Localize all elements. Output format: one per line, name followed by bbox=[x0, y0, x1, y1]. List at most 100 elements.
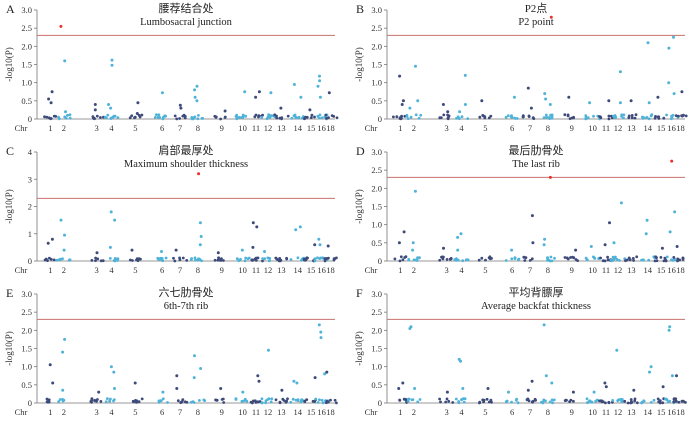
data-point bbox=[649, 401, 653, 404]
chr-tick-label: 9 bbox=[220, 265, 224, 275]
data-point bbox=[112, 399, 115, 403]
chr-tick-label: 1 bbox=[48, 123, 52, 133]
y-tick-label: 1.5 bbox=[21, 60, 32, 70]
data-point bbox=[244, 114, 248, 118]
data-point bbox=[480, 256, 484, 260]
data-point bbox=[608, 221, 611, 225]
data-point bbox=[510, 114, 513, 118]
data-point bbox=[250, 401, 254, 405]
data-point bbox=[644, 232, 648, 236]
data-point bbox=[269, 400, 273, 404]
data-point bbox=[510, 248, 514, 252]
data-point bbox=[264, 399, 268, 403]
data-point bbox=[504, 115, 508, 119]
chr-tick-label: 4 bbox=[109, 123, 114, 133]
data-point bbox=[45, 397, 49, 401]
y-tick-label: 0.5 bbox=[21, 380, 32, 390]
panel-letter: A bbox=[6, 2, 15, 16]
panel-a: A 腰荐结合处 Lumbosacral junction 0 0.5 1.0 1.5 2.0 2… bbox=[4, 1, 339, 133]
chr-tick-label: 4 bbox=[459, 265, 464, 275]
data-point bbox=[618, 70, 622, 74]
data-point bbox=[408, 327, 412, 330]
data-point bbox=[515, 397, 519, 401]
data-point bbox=[286, 397, 289, 401]
data-point bbox=[463, 73, 467, 77]
data-point bbox=[63, 59, 67, 63]
data-point bbox=[223, 109, 227, 113]
data-point bbox=[457, 117, 461, 120]
data-point bbox=[486, 387, 490, 390]
data-point bbox=[604, 385, 608, 389]
data-point bbox=[398, 117, 402, 120]
data-point bbox=[393, 257, 397, 261]
y-axis-label: -log10(P) bbox=[4, 331, 14, 366]
data-point bbox=[611, 255, 615, 259]
data-point bbox=[319, 330, 323, 334]
chr-tick-label: 5 bbox=[483, 123, 487, 133]
data-point bbox=[51, 381, 55, 385]
data-point bbox=[619, 398, 623, 401]
data-point bbox=[414, 64, 417, 68]
data-point bbox=[542, 323, 546, 327]
data-point bbox=[604, 401, 607, 405]
data-point bbox=[108, 399, 111, 403]
chr-tick-label: 1 bbox=[398, 123, 402, 133]
data-point bbox=[281, 397, 285, 401]
data-point bbox=[592, 114, 595, 118]
data-point bbox=[544, 374, 548, 378]
data-point bbox=[617, 259, 621, 262]
data-point bbox=[530, 214, 534, 218]
panel-title-en: 6th-7th rib bbox=[164, 301, 209, 312]
data-point bbox=[656, 397, 660, 401]
data-point bbox=[454, 397, 458, 401]
data-point bbox=[214, 115, 218, 119]
data-point bbox=[313, 257, 317, 261]
data-point bbox=[335, 256, 338, 260]
chr-tick-label: 14 bbox=[294, 123, 303, 133]
data-point bbox=[193, 95, 197, 99]
data-point bbox=[445, 258, 449, 261]
data-point bbox=[219, 387, 223, 390]
y-tick-label: 1.5 bbox=[371, 344, 382, 354]
y-tick-label: 2.0 bbox=[371, 41, 382, 51]
chr-tick-label: 12 bbox=[614, 407, 623, 417]
panel-title-zh: 肩部最厚处 bbox=[159, 143, 214, 157]
significant-point bbox=[59, 24, 63, 28]
data-point bbox=[442, 246, 445, 250]
data-point bbox=[406, 399, 410, 403]
chr-tick-label: 18 bbox=[676, 123, 685, 133]
data-point bbox=[622, 113, 626, 117]
data-point bbox=[655, 256, 658, 259]
data-point bbox=[236, 116, 240, 120]
data-point bbox=[660, 246, 664, 250]
data-point bbox=[550, 381, 554, 385]
data-point bbox=[635, 401, 639, 405]
chr-tick-label: 16 bbox=[667, 265, 676, 275]
data-point bbox=[463, 103, 467, 106]
data-point bbox=[294, 398, 298, 402]
data-point bbox=[664, 397, 667, 401]
chr-tick-label: 18 bbox=[326, 265, 335, 275]
data-point bbox=[542, 243, 546, 247]
y-tick-label: 3 bbox=[28, 174, 32, 184]
chr-tick-label: 4 bbox=[459, 407, 464, 417]
significant-point bbox=[549, 15, 553, 19]
data-point bbox=[330, 114, 334, 117]
data-point bbox=[308, 108, 312, 112]
data-point bbox=[407, 397, 411, 401]
data-point bbox=[285, 257, 289, 261]
data-point bbox=[648, 370, 651, 374]
data-point bbox=[662, 116, 666, 120]
data-point bbox=[190, 116, 194, 119]
data-point bbox=[95, 114, 99, 118]
chr-tick-label: 10 bbox=[238, 407, 247, 417]
chr-tick-label: 3 bbox=[94, 123, 98, 133]
data-point bbox=[480, 99, 484, 103]
data-point bbox=[50, 90, 54, 94]
data-point bbox=[47, 398, 51, 402]
data-point bbox=[266, 256, 270, 260]
data-point bbox=[461, 397, 465, 401]
data-point bbox=[326, 400, 330, 404]
data-point bbox=[156, 115, 160, 119]
data-point bbox=[103, 115, 107, 119]
